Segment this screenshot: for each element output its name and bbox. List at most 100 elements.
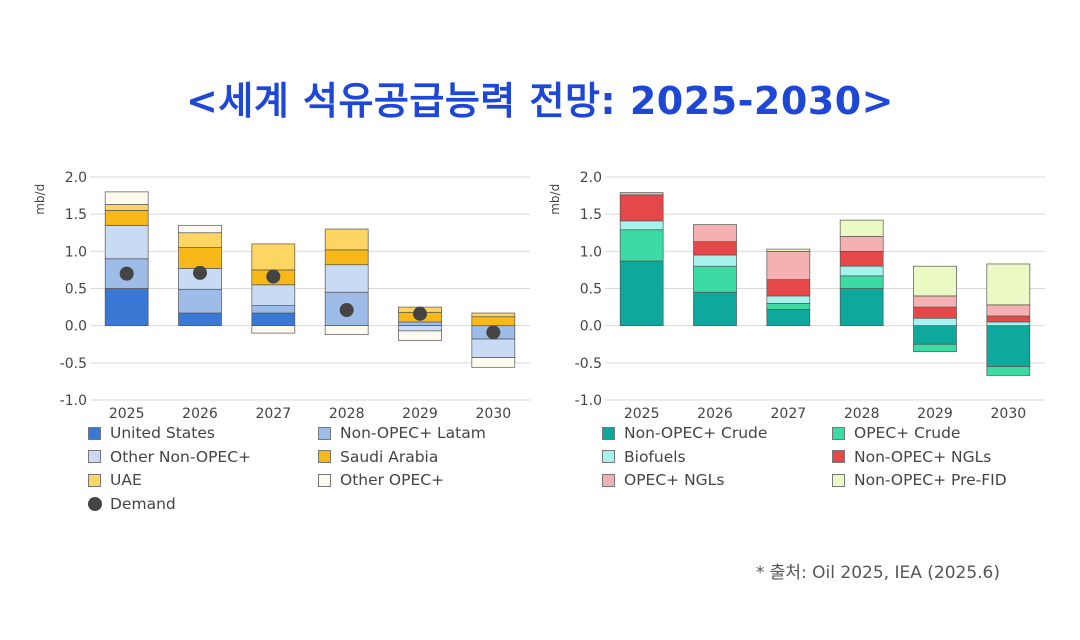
x-tick-label: 2028 <box>844 406 880 420</box>
bar-segment-opec-crude-2029 <box>913 343 957 353</box>
legend-swatch <box>832 450 845 463</box>
x-tick-label: 2029 <box>917 406 953 420</box>
legend-swatch <box>318 473 331 487</box>
bar-segment-saudi-arabia-2028 <box>324 249 369 266</box>
legend-label: Other Non-OPEC+ <box>110 447 252 466</box>
x-tick-label: 2026 <box>182 406 218 420</box>
bar-segment-saudi-arabia-2030 <box>471 316 516 327</box>
y-tick-label: -1.0 <box>60 393 87 409</box>
legend-item-biofuels: Biofuels <box>602 448 686 466</box>
legend-label: UAE <box>110 471 142 489</box>
bar-segment-united-states-2026 <box>178 312 222 327</box>
legend-label: United States <box>110 424 215 442</box>
y-tick-label: 0.0 <box>580 319 602 335</box>
bar-segment-uae-2026 <box>178 232 222 248</box>
bar-segment-biofuels-2030 <box>986 321 1031 327</box>
bar-segment-other-non-opec-2027 <box>251 284 296 306</box>
legend-swatch <box>88 496 102 511</box>
bar-segment-opec-ngls-2025 <box>619 192 664 196</box>
y-axis-label: mb/d <box>33 184 47 215</box>
y-axis-label: mb/d <box>548 184 562 215</box>
bar-segment-non-opec-latam-2027 <box>251 305 296 314</box>
bar-segment-saudi-arabia-2026 <box>178 247 222 269</box>
bar-segment-non-opec-pre-fid-2029 <box>913 265 957 297</box>
legend-label: OPEC+ Crude <box>854 424 961 442</box>
legend-label: Demand <box>110 494 176 513</box>
demand-point-2030 <box>486 325 501 340</box>
bar-segment-non-opec-latam-2029 <box>398 321 442 327</box>
bar-segment-united-states-2027 <box>251 312 296 327</box>
bar-segment-opec-ngls-2030 <box>986 304 1031 317</box>
legend-swatch <box>602 473 615 487</box>
bar-segment-non-opec-ngls-2029 <box>913 306 957 319</box>
legend-swatch <box>318 450 331 463</box>
bar-segment-united-states-2025 <box>104 288 149 327</box>
source-note: * 출처: Oil 2025, IEA (2025.6) <box>755 563 1000 583</box>
x-tick-label: 2027 <box>256 406 292 420</box>
legend-label: Non-OPEC+ NGLs <box>854 447 992 466</box>
bar-segment-opec-crude-2025 <box>619 229 664 262</box>
x-tick-label: 2030 <box>476 406 512 420</box>
y-tick-label: 1.0 <box>580 244 602 260</box>
bar-segment-other-non-opec-2028 <box>324 264 369 293</box>
legend-label: Non-OPEC+ Pre-FID <box>854 471 1007 489</box>
bar-segment-non-opec-ngls-2027 <box>766 279 811 297</box>
legend-swatch <box>88 450 101 463</box>
legend-label: Biofuels <box>624 447 686 466</box>
bar-segment-other-non-opec-2025 <box>104 224 149 260</box>
legend-label: Saudi Arabia <box>340 447 439 466</box>
bar-segment-non-opec-crude-2029 <box>913 325 957 345</box>
legend-label: Non-OPEC+ Crude <box>624 424 768 442</box>
legend-swatch <box>88 426 101 440</box>
x-tick-label: 2025 <box>109 406 145 420</box>
bar-segment-other-opec-2025 <box>104 191 149 205</box>
bar-segment-biofuels-2028 <box>839 265 884 277</box>
y-tick-label: 1.5 <box>580 207 602 223</box>
bar-segment-other-opec-2026 <box>178 224 222 234</box>
bar-segment-non-opec-pre-fid-2028 <box>839 219 884 237</box>
bar-segment-non-opec-crude-2028 <box>839 288 884 327</box>
bar-segment-other-opec-2030 <box>471 357 516 368</box>
bar-segment-other-opec-2027 <box>251 325 296 334</box>
bar-segment-opec-crude-2026 <box>693 265 737 293</box>
y-tick-label: -0.5 <box>60 356 87 372</box>
y-tick-label: 1.5 <box>65 207 87 223</box>
x-tick-label: 2026 <box>697 406 733 420</box>
bar-segment-opec-crude-2030 <box>986 366 1031 376</box>
y-tick-label: 0.5 <box>580 282 602 298</box>
x-tick-label: 2029 <box>402 406 438 420</box>
bar-segment-non-opec-ngls-2026 <box>693 241 737 256</box>
bar-segment-biofuels-2029 <box>913 317 957 327</box>
legend-item-other-opec: Other OPEC+ <box>318 471 444 489</box>
legend-item-opec-ngls: OPEC+ NGLs <box>602 471 724 489</box>
x-tick-label: 2028 <box>329 406 365 420</box>
demand-point-2027 <box>266 269 281 284</box>
y-tick-label: 0.5 <box>65 282 87 298</box>
legend-swatch <box>88 473 101 487</box>
supply-chart-by-region: mb/d 2.0 1.5 1.0 0.5 0.0 -0.5 -1.0 2025 2026 2027 2… <box>33 170 530 420</box>
y-tick-label: 1.0 <box>65 244 87 260</box>
y-tick-label: 0.0 <box>65 319 87 335</box>
legend-swatch <box>602 426 615 440</box>
demand-point-2029 <box>413 306 427 321</box>
bar-segment-other-opec-2029 <box>398 330 442 341</box>
bar-segment-uae-2028 <box>324 228 369 251</box>
x-tick-label: 2030 <box>991 406 1027 420</box>
bar-segment-uae-2025 <box>104 204 149 211</box>
bar-segment-uae-2027 <box>251 243 296 271</box>
legend-item-opec-crude: OPEC+ Crude <box>832 424 960 442</box>
legend-label: OPEC+ NGLs <box>624 471 725 489</box>
bar-segment-saudi-arabia-2025 <box>104 210 149 226</box>
bar-segment-biofuels-2026 <box>693 254 737 267</box>
demand-point-2026 <box>193 265 207 280</box>
bar-segment-opec-crude-2027 <box>766 303 811 310</box>
y-tick-label: 2.0 <box>580 170 602 186</box>
bar-segment-non-opec-pre-fid-2027 <box>766 248 811 252</box>
bar-segment-opec-crude-2028 <box>839 275 884 289</box>
demand-point-2025 <box>119 266 134 281</box>
legend-item-non-opec-crude: Non-OPEC+ Crude <box>602 424 767 442</box>
legend-swatch <box>602 450 615 463</box>
legend-label: Other OPEC+ <box>340 471 445 489</box>
bar-segment-biofuels-2025 <box>619 220 664 231</box>
bar-segment-opec-ngls-2029 <box>913 295 957 308</box>
